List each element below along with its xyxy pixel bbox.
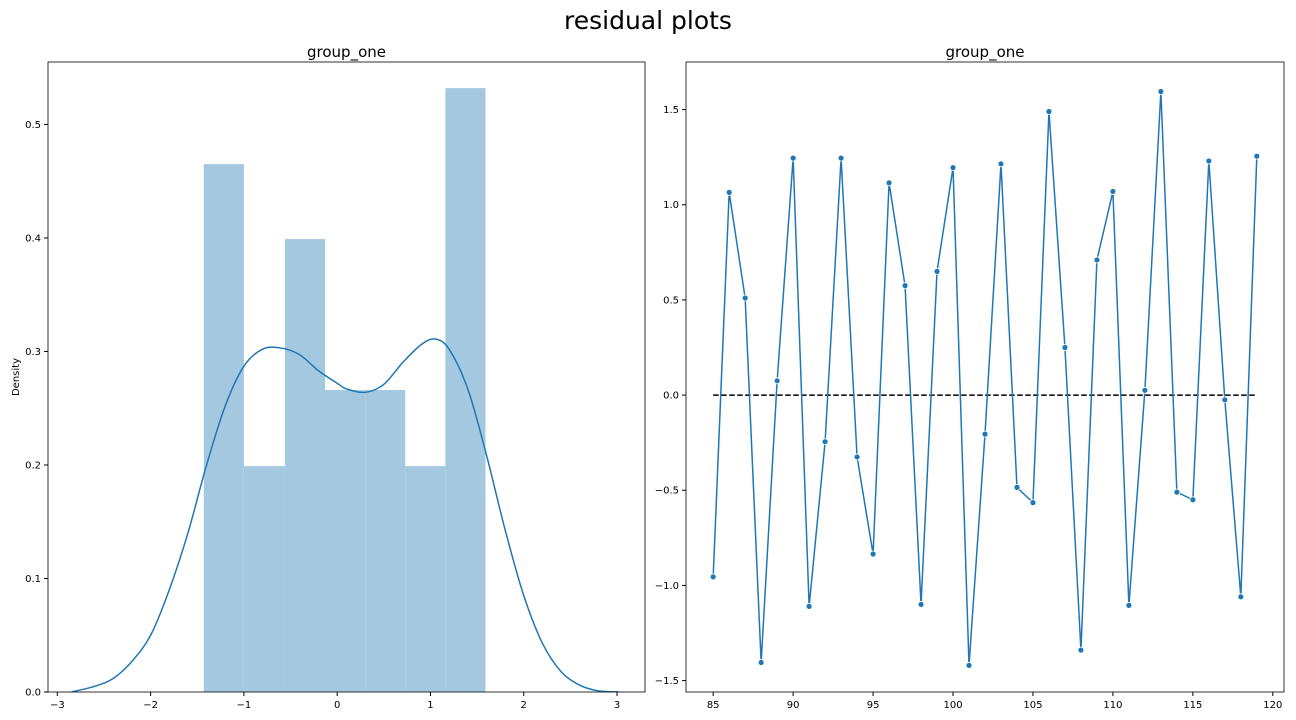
- y-tick-label: 0.0: [25, 688, 41, 699]
- residual-point: [1125, 601, 1133, 609]
- y-tick-label: 0.5: [663, 295, 679, 306]
- y-tick-label: 1.0: [663, 200, 679, 211]
- x-tick-label: 85: [707, 700, 720, 711]
- residual-point: [917, 601, 925, 608]
- residual-point: [1061, 344, 1069, 351]
- y-tick-label: 0.1: [25, 574, 41, 585]
- residual-point: [837, 154, 845, 162]
- residual-point: [1077, 646, 1085, 654]
- x-tick-label: 1: [427, 700, 433, 711]
- residual-point: [1173, 488, 1181, 496]
- histogram-bar: [365, 390, 406, 692]
- residual-point: [1141, 386, 1149, 394]
- residual-point: [885, 179, 893, 187]
- y-tick-label: 0.2: [25, 460, 41, 471]
- residual-point: [773, 377, 781, 385]
- y-tick-label: −0.5: [655, 486, 679, 497]
- residual-point: [1253, 152, 1261, 160]
- kde-curve: [71, 338, 619, 692]
- histogram-bar: [405, 466, 446, 692]
- y-tick-label: −1.5: [655, 676, 679, 687]
- y-tick-label: 0.4: [25, 233, 41, 244]
- y-tick-label: −1.0: [655, 581, 679, 592]
- x-tick-label: 2: [521, 700, 527, 711]
- histogram-bar: [325, 390, 366, 692]
- x-tick-label: 100: [943, 700, 962, 711]
- histogram-bar: [243, 466, 285, 692]
- residual-point: [757, 659, 765, 666]
- residual-point: [1157, 88, 1165, 95]
- axes-frame: [685, 61, 1285, 693]
- residual-point: [1013, 483, 1021, 491]
- residual-point: [1029, 499, 1037, 507]
- x-tick-label: −3: [50, 700, 65, 711]
- y-tick-label: 0.3: [25, 347, 41, 358]
- x-tick-label: −2: [143, 700, 158, 711]
- residual-point: [1205, 157, 1213, 165]
- x-tick-label: 95: [867, 700, 880, 711]
- residual-point: [1237, 593, 1245, 601]
- residual-point: [1221, 396, 1229, 404]
- residual-point: [1189, 496, 1197, 504]
- x-tick-label: 3: [614, 700, 620, 711]
- y-tick-label: 0.0: [663, 391, 679, 402]
- figure-title: residual plots: [564, 6, 732, 35]
- residual-point: [1045, 108, 1053, 115]
- subplot-title: group_one: [307, 43, 386, 62]
- plot-area: [71, 88, 619, 692]
- residual-point: [741, 294, 749, 302]
- x-tick-label: 110: [1103, 700, 1122, 711]
- x-tick-label: 90: [787, 700, 800, 711]
- residual-point: [901, 282, 909, 290]
- residual-point: [981, 430, 989, 438]
- y-tick-label: 0.5: [25, 120, 41, 131]
- residual-point: [853, 453, 861, 461]
- residual-point: [1093, 256, 1101, 264]
- x-tick-label: −1: [237, 700, 252, 711]
- residual-point: [869, 550, 877, 558]
- y-axis-label: Density: [11, 358, 22, 396]
- axes-frame: [47, 61, 646, 693]
- histogram-panel: −3 −2 −1 0 1 2 3 0.0 0.1 0.2 0.3 0.4 0.5 group_one Den…: [11, 43, 646, 711]
- residual-point: [709, 573, 717, 581]
- residual-point: [1109, 188, 1117, 195]
- histogram-bar: [284, 239, 326, 692]
- x-tick-label: 0: [334, 700, 340, 711]
- histogram-bar: [445, 88, 486, 692]
- residual-point: [965, 661, 973, 669]
- residual-point: [997, 160, 1005, 168]
- histogram-bar: [203, 164, 244, 692]
- residual-line: [712, 91, 1258, 666]
- x-tick-label: 115: [1183, 700, 1202, 711]
- y-tick-label: 1.5: [663, 105, 679, 116]
- residual-point: [949, 164, 957, 172]
- residual-point: [805, 602, 813, 610]
- residual-point: [821, 438, 829, 446]
- residual-point: [789, 154, 797, 162]
- subplot-title: group_one: [946, 43, 1025, 62]
- residual-point: [725, 188, 733, 196]
- x-tick-label: 120: [1263, 700, 1282, 711]
- residual-line-panel: 85 90 95 100 105 110 115 120 −1.5 −1.0 −0.5 0.0 0.5 1…: [655, 43, 1285, 711]
- residual-point: [933, 267, 941, 275]
- x-tick-label: 105: [1023, 700, 1042, 711]
